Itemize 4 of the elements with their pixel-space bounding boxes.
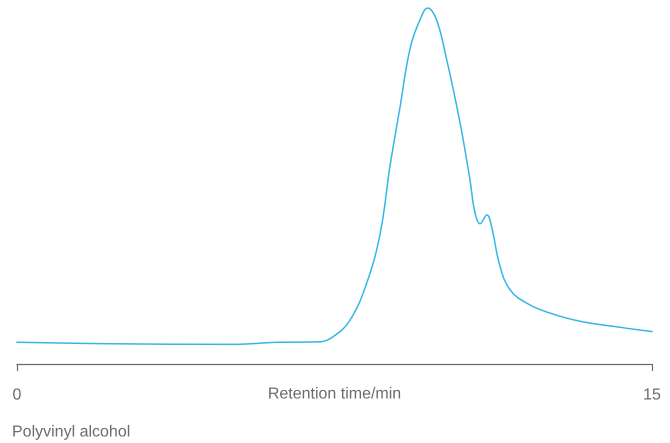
text: Polyvinyl alcohol <box>12 424 130 440</box>
x-tick-label: 15 <box>643 386 661 404</box>
x-tick-label: 0 <box>12 386 22 404</box>
x-axis-title: Retention time/min <box>268 386 402 402</box>
